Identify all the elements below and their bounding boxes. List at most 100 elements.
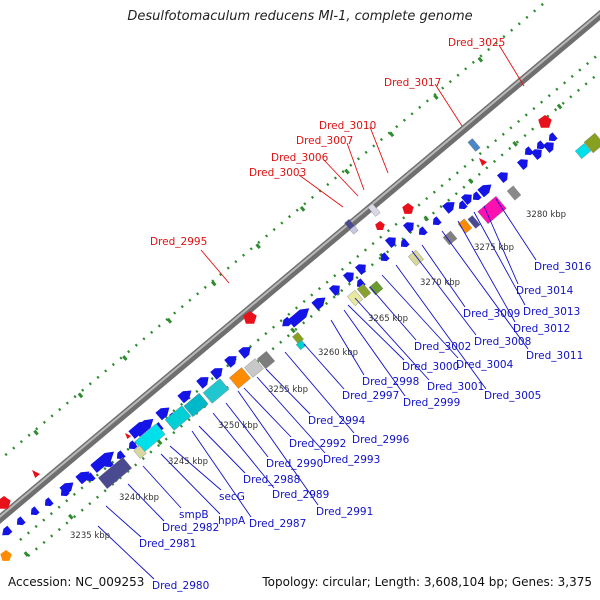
scale-tick <box>512 140 518 147</box>
gene-block-darkgrey <box>256 350 276 370</box>
gene-feature-orange <box>0 550 12 561</box>
leader-line <box>330 319 365 376</box>
inner-gene-label: Dred_2994 <box>308 415 366 427</box>
cds-reverse-gene <box>128 440 138 450</box>
inner-gene-label: Dred_2991 <box>316 506 373 518</box>
scale-label: 3270 kbp <box>420 278 460 288</box>
outer-gene-label: Dred_3010 <box>319 120 376 132</box>
cds-forward-gene <box>355 264 366 275</box>
inner-gene-label: Dred_2988 <box>243 474 300 486</box>
cds-forward-gene <box>155 407 170 421</box>
leader-line <box>212 412 275 489</box>
cds-forward-gene <box>403 222 414 233</box>
inner-gene-label: Dred_2998 <box>362 376 419 388</box>
cds-reverse-gene <box>400 238 410 248</box>
inner-gene-label: Dred_3011 <box>526 350 583 362</box>
inner-gene-label: Dred_2992 <box>289 438 346 450</box>
scale-tick <box>299 205 306 212</box>
gene-block-green <box>368 280 384 296</box>
scale-label: 3280 kbp <box>526 210 566 220</box>
inner-gene-label: Dred_3013 <box>523 306 580 318</box>
leader-line <box>343 309 406 397</box>
scale-label: 3275 kbp <box>474 243 514 253</box>
gene-block-lavender <box>349 225 359 235</box>
gene-block-grey <box>506 185 522 201</box>
cds-reverse-gene <box>458 200 468 210</box>
inner-gene-label: Dred_2981 <box>139 538 196 550</box>
gene-labels: Dred_2995 Dred_3003 Dred_3006 Dred_3007 Dred… <box>139 37 592 592</box>
leader-line <box>160 453 221 515</box>
leader-line <box>495 198 537 261</box>
scale-tick <box>68 513 74 520</box>
cds-reverse-gene <box>380 252 390 262</box>
leader-line <box>498 44 525 87</box>
leader-line <box>381 274 459 359</box>
gene-block-olive <box>356 283 372 299</box>
genome-info: Topology: circular; Length: 3,608,104 bp… <box>260 575 592 589</box>
leader-line <box>483 205 519 285</box>
inner-gene-label: Dred_2996 <box>352 434 410 446</box>
cds-reverse-gene <box>432 216 442 226</box>
cds-reverse-gene <box>472 191 482 201</box>
cds-forward-gene <box>238 347 251 359</box>
scale-tick <box>467 178 474 185</box>
leader-line <box>421 244 466 308</box>
outer-gene-label: Dred_3007 <box>296 135 353 147</box>
genome-backbone <box>0 9 600 524</box>
cds-forward-gene <box>531 149 542 160</box>
leader-line <box>97 525 155 580</box>
leader-line <box>169 445 222 491</box>
scale-labels: 3235 kbp 3240 kbp 3245 kbp 3250 kbp 3255 kbp… <box>70 210 566 541</box>
gene-block-cyan <box>164 405 192 431</box>
outer-gene-label: Dred_2995 <box>150 236 207 248</box>
inner-gene-label: smpB <box>179 509 209 521</box>
inner-gene-label: hppA <box>218 515 246 527</box>
scale-tick <box>122 355 128 361</box>
inner-gene-label: Dred_3008 <box>474 336 531 348</box>
leader-line <box>411 250 477 336</box>
leader-line <box>237 390 319 506</box>
scale-tick <box>388 131 395 138</box>
inner-gene-label: Dred_3000 <box>402 361 459 373</box>
cds-forward-gene <box>196 377 209 389</box>
cds-forward-gene <box>311 297 326 311</box>
cds-reverse-gene <box>282 316 293 327</box>
cds-forward-gene <box>343 272 354 283</box>
rna-feature-small <box>479 158 487 166</box>
leader-line <box>142 465 182 509</box>
leader-line <box>322 158 359 197</box>
leader-line <box>200 249 230 284</box>
leader-line <box>369 126 389 174</box>
rna-feature-small <box>125 433 131 439</box>
cds-reverse-gene <box>16 516 26 526</box>
outer-gene-label: Dred_3025 <box>448 37 505 49</box>
leader-line <box>473 211 526 306</box>
rna-feature <box>243 311 257 324</box>
scale-label: 3235 kbp <box>70 531 110 541</box>
cds-forward-gene <box>497 172 508 183</box>
cds-forward-gene <box>385 237 396 248</box>
leader-line <box>346 142 365 191</box>
gene-block-blue <box>467 138 481 152</box>
cds-forward-gene <box>90 454 111 473</box>
cds-reverse-gene <box>30 506 40 516</box>
gene-block-cyan <box>574 143 592 159</box>
rna-feature <box>402 203 414 214</box>
cds-reverse-gene <box>524 146 534 156</box>
cds-forward-gene <box>210 368 223 380</box>
inner-gene-label: Dred_2982 <box>162 522 219 534</box>
scale-label: 3255 kbp <box>268 385 308 395</box>
rna-feature <box>375 221 385 230</box>
label-leader-lines <box>97 44 537 580</box>
scale-tick <box>344 168 350 175</box>
leader-line <box>284 351 355 434</box>
scale-tick <box>33 429 39 436</box>
leader-line <box>256 376 326 454</box>
gene-block-grey <box>244 358 264 378</box>
leader-line <box>225 402 269 458</box>
gene-features <box>0 115 600 561</box>
outer-gene-label: Dred_3017 <box>384 77 441 89</box>
inner-gene-label: Dred_3012 <box>513 323 570 335</box>
scale-label: 3250 kbp <box>218 421 258 431</box>
leader-line <box>369 286 417 341</box>
